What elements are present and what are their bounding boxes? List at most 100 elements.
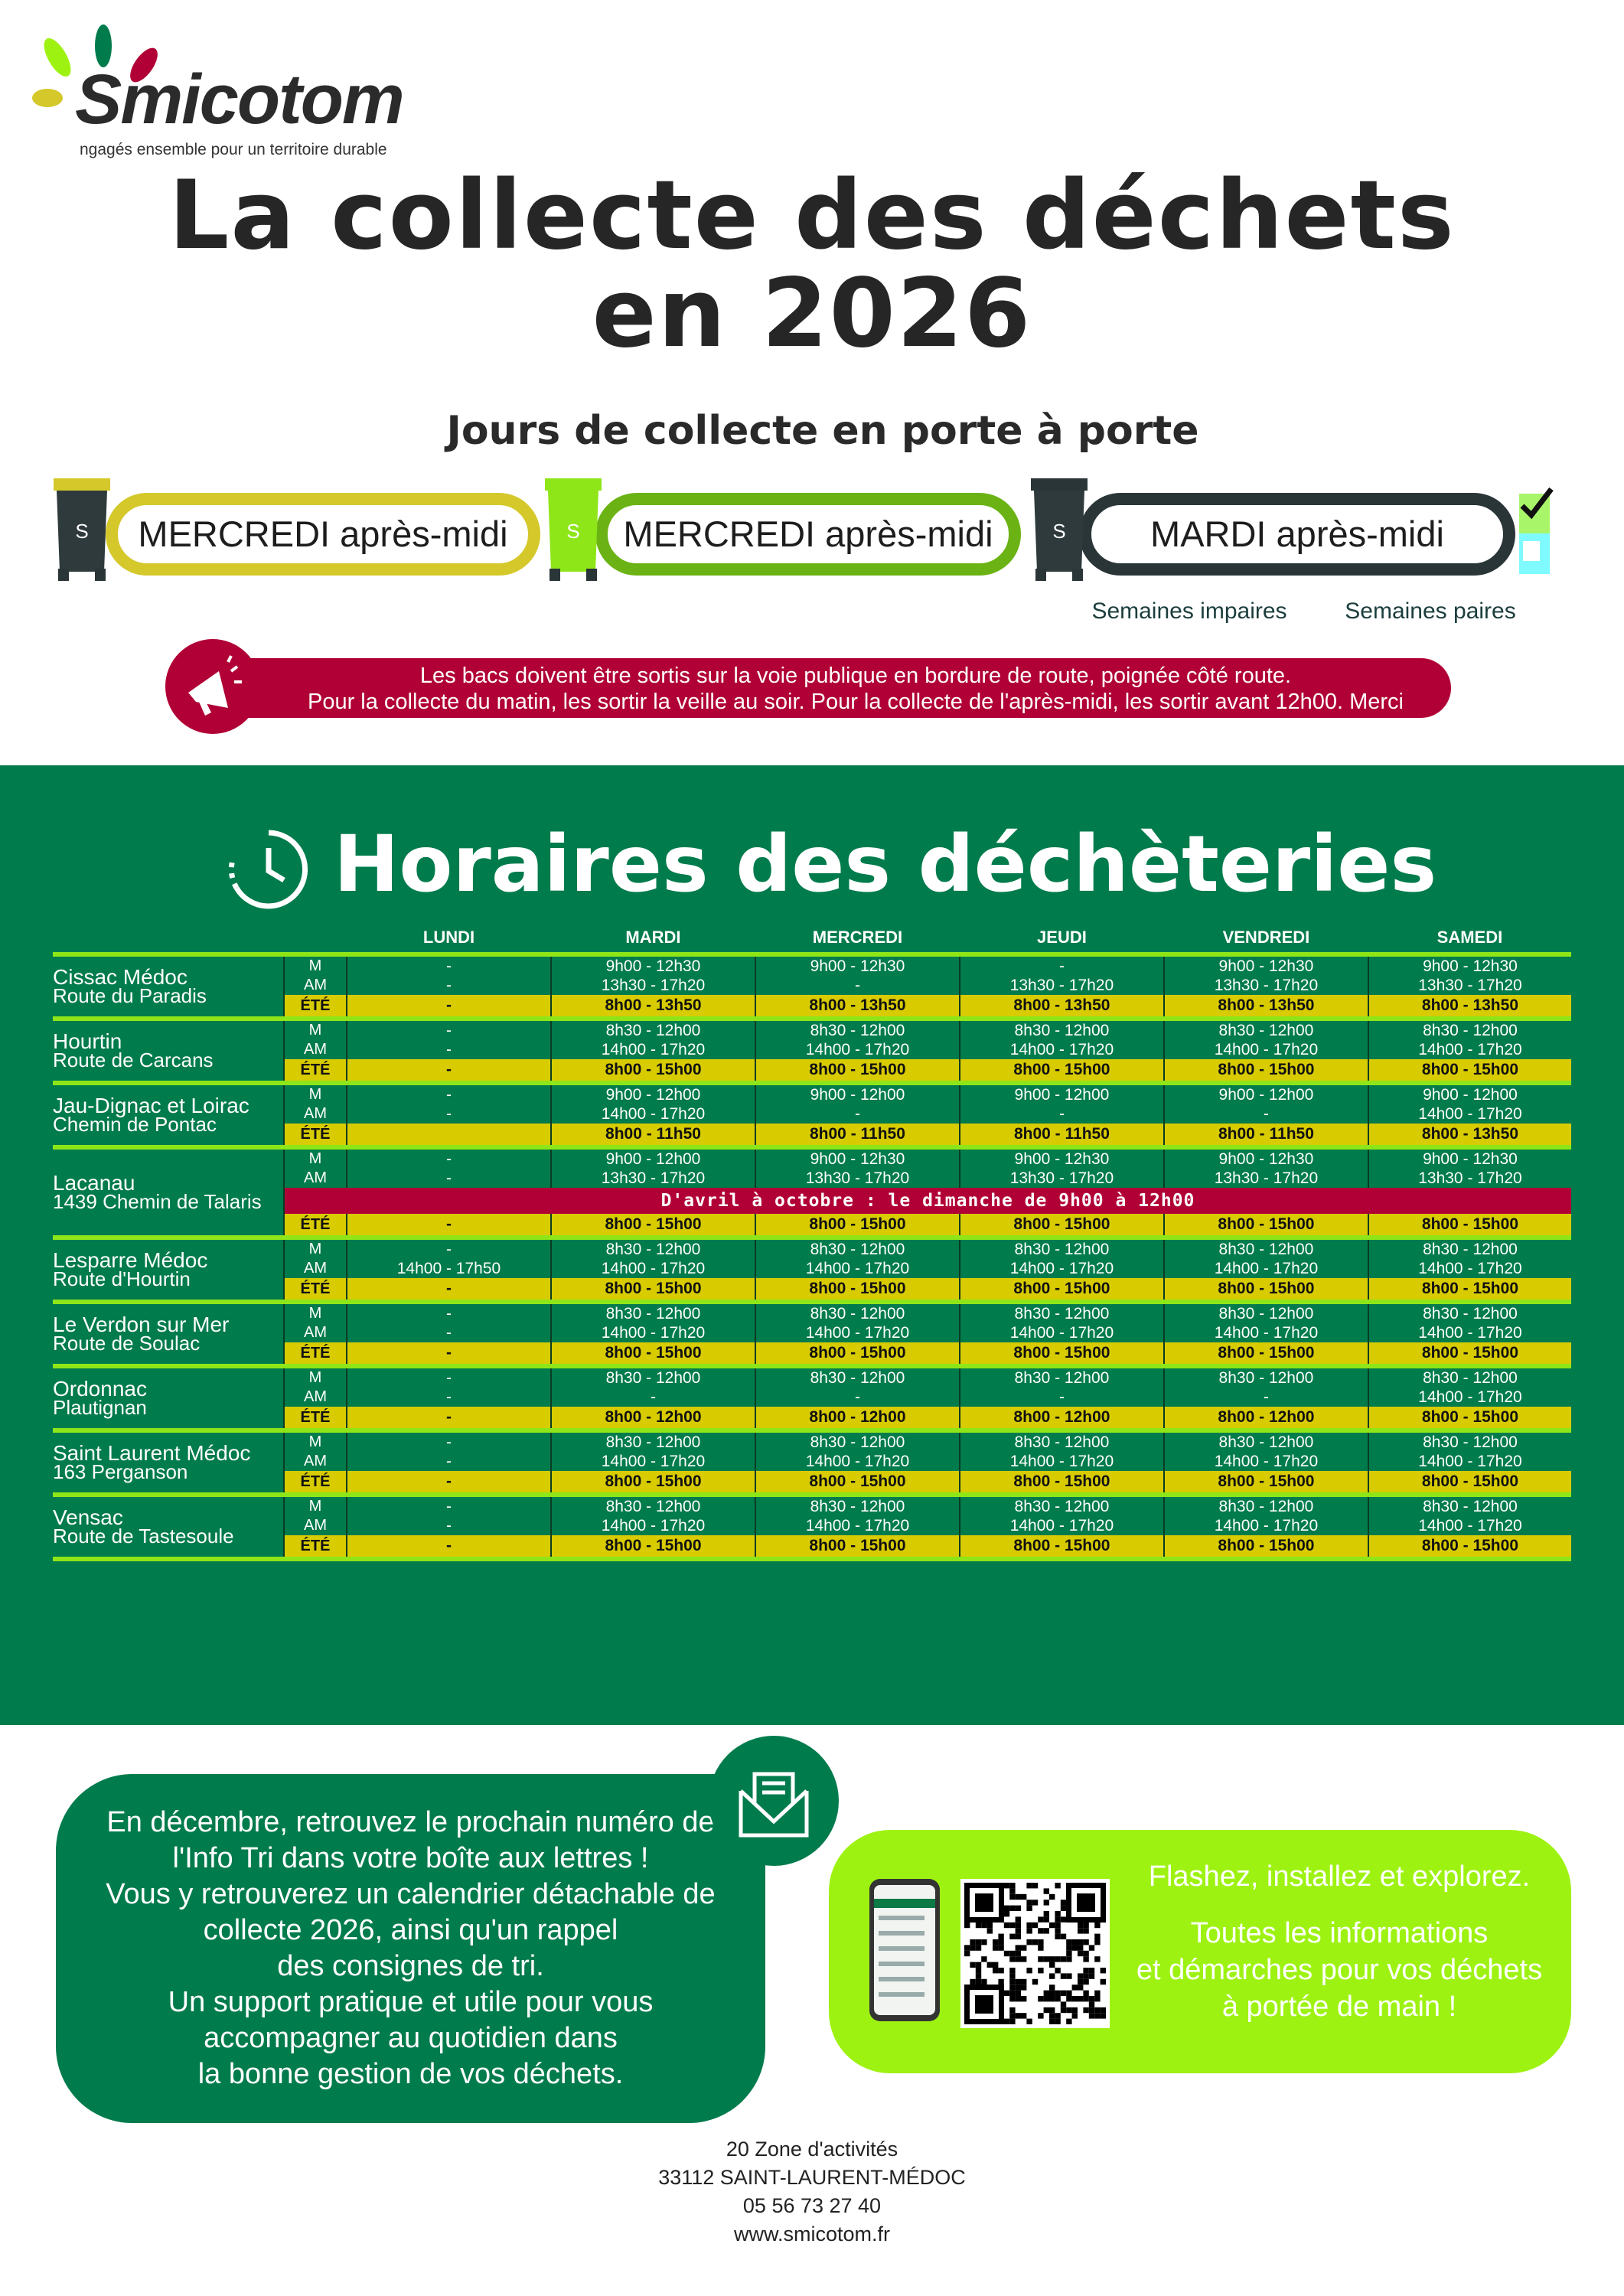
period-label: ÉTÉ [284,1342,347,1368]
hours-cell: - [346,1278,551,1304]
table-row: Lesparre Médoc Route d'Hourtin M - 8h30 - 12… [53,1238,1571,1304]
period-label: M [284,1366,347,1388]
hours-cell: 8h00 - 15h00 [754,1278,960,1304]
period-label: M [284,954,347,976]
hours-cell: 14h00 - 17h20 [958,1259,1164,1278]
site-name: Lesparre Médoc [53,1248,208,1272]
hours-cell: 8h00 - 15h00 [958,1535,1164,1561]
hours-cell: 8h00 - 15h00 [549,1278,755,1304]
hours-cell: - [346,1059,551,1085]
day-header: MERCREDI [755,922,960,957]
hours-cell: 8h30 - 12h00 [754,1495,960,1516]
hours-cell: 8h00 - 15h00 [549,1471,755,1497]
site-name-cell: Ordonnac Plautignan [53,1366,285,1433]
site-name: Cissac Médoc [53,965,188,989]
info-line: accompagner au quotidien dans [204,2022,618,2054]
hours-cell: - [346,1169,551,1188]
hours-cell: 9h00 - 12h30 [1163,1147,1368,1169]
page-title: La collecte des déchets en 2026 [0,167,1624,363]
hours-cell: 14h00 - 17h20 [958,1516,1164,1535]
weeks-even-label: Semaines paires [1345,598,1516,624]
site-name-cell: Vensac Route de Tastesoule [53,1495,285,1561]
hours-cell: 8h00 - 12h00 [549,1407,755,1433]
site-name-cell: Lesparre Médoc Route d'Hourtin [53,1238,285,1304]
hours-cell: - [754,1388,960,1407]
site-name: Vensac [53,1505,123,1529]
hours-cell: 14h00 - 17h20 [549,1323,755,1342]
hours-cell: - [1163,1104,1368,1124]
table-row: ÉTÉ -8h00 - 15h00 8h00 - 15h00 8h00 - 15h00… [53,1059,1571,1085]
hours-cell: 8h30 - 12h00 [754,1430,960,1452]
hours-cell: 9h00 - 12h30 [1367,954,1571,976]
table-row: D'avril à octobre : le dimanche de 9h00 … [53,1188,1571,1214]
collection-day-pill: MARDI après-midi [1079,493,1515,576]
hours-cell: - [346,1452,551,1471]
megaphone-badge [165,639,260,734]
hours-cell: 9h00 - 12h30 [958,1147,1164,1169]
hours-cell: 14h00 - 17h20 [1367,1259,1571,1278]
table-row: AM -13h30 - 17h20-13h30 - 17h20 13h30 - 17… [53,976,1571,995]
notice-line-1: Les bacs doivent être sortis sur la voie… [419,664,1292,688]
hours-cell: - [346,995,551,1021]
hours-cell: 8h30 - 12h00 [1367,1430,1571,1452]
hours-cell: 8h30 - 12h00 [958,1019,1164,1040]
site-name-cell: Lacanau 1439 Chemin de Talaris [53,1147,285,1240]
table-row: AM -14h00 - 17h20 14h00 - 17h20 14h00 - 17h… [53,1040,1571,1059]
hours-cell: 8h30 - 12h00 [1163,1238,1368,1259]
hours-cell: 9h00 - 12h00 [1367,1083,1571,1104]
hours-cell: 8h00 - 15h00 [1163,1535,1368,1561]
hours-cell: 14h00 - 17h20 [549,1259,755,1278]
hours-cell: 8h00 - 15h00 [549,1535,755,1561]
day-header: SAMEDI [1368,922,1571,957]
hours-cell: 8h00 - 12h00 [1163,1407,1368,1433]
info-line: l'Info Tri dans votre boîte aux lettres … [172,1842,649,1874]
hours-cell: 8h00 - 11h50 [958,1124,1164,1150]
hours-cell: 8h00 - 15h00 [754,1342,960,1368]
site-name: Jau-Dignac et Loirac [53,1094,249,1117]
week-legend-box [1519,487,1554,574]
period-label: M [284,1238,347,1259]
sunday-note: D'avril à octobre : le dimanche de 9h00 … [284,1188,1571,1214]
hours-cell: 9h00 - 12h30 [549,954,755,976]
hours-cell: 14h00 - 17h20 [1163,1516,1368,1535]
hours-cell: 8h00 - 15h00 [1367,1535,1571,1561]
opening-hours-table: LUNDI MARDI MERCREDI JEUDI VENDREDI SAMEDI Ci… [53,922,1571,1561]
info-line: la bonne gestion de vos déchets. [197,2058,624,2090]
period-label: AM [284,1104,347,1124]
table-row: ÉTÉ -8h00 - 13h50 8h00 - 13h50 8h00 - 13h50… [53,995,1571,1021]
hours-cell: 14h00 - 17h20 [1367,1452,1571,1471]
hours-cell: 8h30 - 12h00 [754,1302,960,1323]
hours-cell: 8h00 - 15h00 [1367,1342,1571,1368]
hours-cell: 8h00 - 12h00 [958,1407,1164,1433]
period-label: ÉTÉ [284,1214,347,1240]
hours-cell: - [346,1083,551,1104]
collection-day-label: MERCREDI après-midi [623,513,993,556]
hours-cell: 8h30 - 12h00 [549,1366,755,1388]
hours-cell: 14h00 - 17h20 [549,1040,755,1059]
hours-cell: 13h30 - 17h20 [549,1169,755,1188]
hours-cell: 14h00 - 17h20 [549,1452,755,1471]
hours-cell: 8h00 - 15h00 [1163,1059,1368,1085]
hours-cell: 14h00 - 17h20 [1163,1323,1368,1342]
hours-cell: 14h00 - 17h20 [958,1040,1164,1059]
svg-text:S: S [566,520,579,543]
period-label: AM [284,1040,347,1059]
hours-cell: 14h00 - 17h20 [549,1516,755,1535]
hours-cell: 8h00 - 15h00 [1163,1214,1368,1240]
hours-cell: 8h30 - 12h00 [1367,1238,1571,1259]
site-name-cell: Hourtin Route de Carcans [53,1019,285,1085]
hours-cell: - [346,1430,551,1452]
hours-cell: 14h00 - 17h20 [754,1259,960,1278]
qr-code[interactable] [960,1879,1110,2028]
table-row: AM -13h30 - 17h20 13h30 - 17h20 13h30 - 17h… [53,1169,1571,1188]
hours-cell: - [754,1104,960,1124]
hours-cell: 8h30 - 12h00 [1367,1019,1571,1040]
table-row: ÉTÉ -8h00 - 15h00 8h00 - 15h00 8h00 - 15h00… [53,1214,1571,1240]
period-label: AM [284,1388,347,1407]
weeks-odd-label: Semaines impaires [1091,598,1287,624]
hours-cell: 8h00 - 15h00 [958,1059,1164,1085]
table-row: Hourtin Route de Carcans M -8h30 - 12h00 8h3… [53,1019,1571,1085]
table-row: AM 14h00 - 17h50 14h00 - 17h20 14h00 - 17h2… [53,1259,1571,1278]
footer-website[interactable]: www.smicotom.fr [733,2223,891,2245]
hours-cell: 8h30 - 12h00 [1163,1495,1368,1516]
